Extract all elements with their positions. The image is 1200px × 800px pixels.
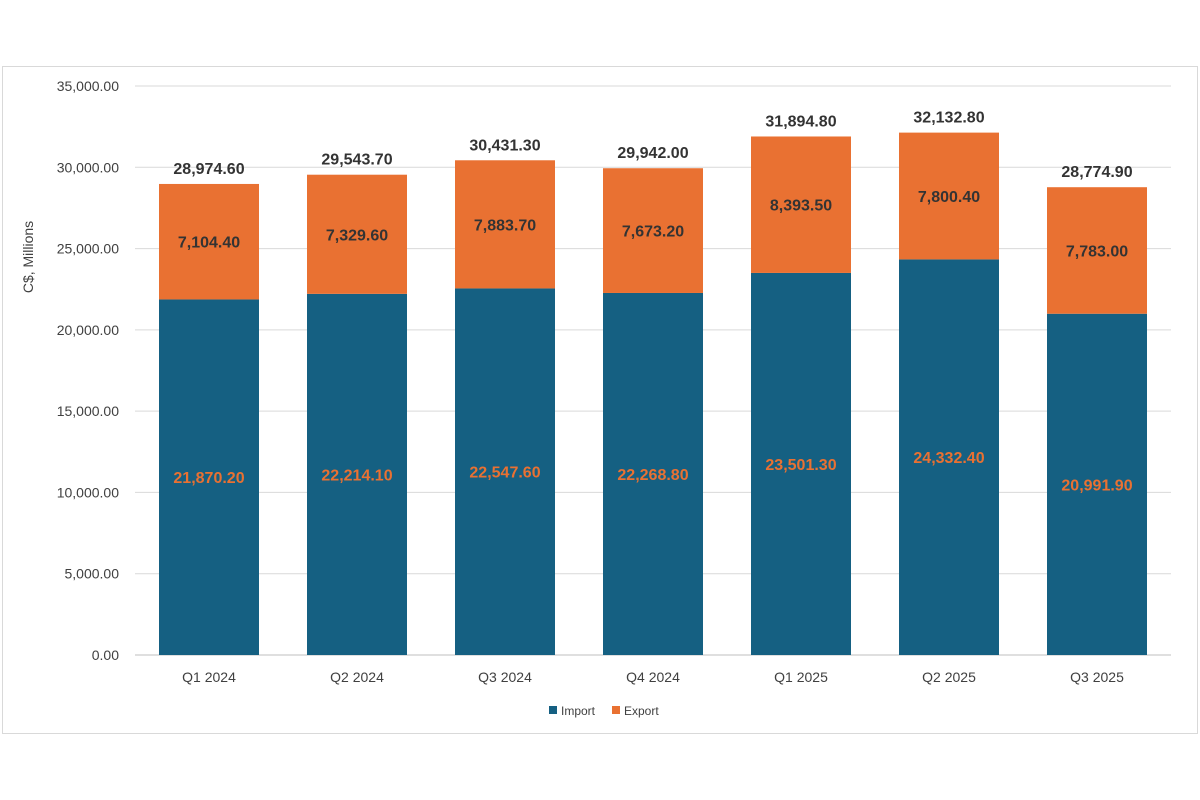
y-tick-label: 0.00 — [92, 647, 119, 663]
data-label-import: 22,268.80 — [617, 467, 688, 484]
data-label-total: 31,894.80 — [765, 113, 836, 130]
legend-swatch-import — [549, 706, 557, 714]
data-label-total: 28,774.90 — [1061, 164, 1132, 181]
data-label-export: 7,783.00 — [1066, 243, 1128, 260]
data-label-import: 20,991.90 — [1061, 477, 1132, 494]
chart-frame: 0.00 5,000.00 10,000.00 15,000.00 20,000.00 2… — [2, 66, 1198, 734]
bar-export-q1-2024 — [159, 183, 259, 300]
data-label-import: 23,501.30 — [765, 457, 836, 474]
y-tick-label: 30,000.00 — [57, 159, 119, 175]
legend: Import Export — [549, 704, 659, 718]
x-category-label: Q3 2025 — [1070, 669, 1124, 685]
y-tick-label: 10,000.00 — [57, 484, 119, 500]
x-category-label: Q4 2024 — [626, 669, 680, 685]
data-label-total: 30,431.30 — [469, 137, 540, 154]
bar-import-q1-2025 — [751, 272, 851, 655]
bar-export-q3-2024 — [455, 160, 555, 289]
y-tick-label: 35,000.00 — [57, 78, 119, 94]
bar-import-q4-2024 — [603, 292, 703, 655]
y-tick-label: 15,000.00 — [57, 403, 119, 419]
data-label-import: 24,332.40 — [913, 450, 984, 467]
data-label-total: 32,132.80 — [913, 110, 984, 127]
bar-export-q4-2024 — [603, 168, 703, 293]
data-label-export: 7,104.40 — [178, 235, 240, 252]
data-label-export: 7,673.20 — [622, 224, 684, 241]
data-label-export: 7,883.70 — [474, 217, 536, 234]
x-category-label: Q3 2024 — [478, 669, 532, 685]
y-tick-label: 20,000.00 — [57, 322, 119, 338]
x-category-label: Q1 2025 — [774, 669, 828, 685]
x-category-label: Q2 2024 — [330, 669, 384, 685]
legend-swatch-export — [612, 706, 620, 714]
bar-import-q3-2025 — [1047, 313, 1147, 655]
bar-import-q3-2024 — [455, 288, 555, 655]
bar-export-q2-2025 — [899, 132, 999, 260]
bar-export-q3-2025 — [1047, 187, 1147, 314]
bar-export-q1-2025 — [751, 136, 851, 273]
data-label-import: 22,214.10 — [321, 467, 392, 484]
data-label-import: 22,547.60 — [469, 465, 540, 482]
data-label-total: 29,543.70 — [321, 152, 392, 169]
x-category-label: Q2 2025 — [922, 669, 976, 685]
data-labels: 21,870.20 7,104.40 28,974.60 22,214.10 7,329… — [173, 110, 1132, 495]
data-label-total: 28,974.60 — [173, 161, 244, 178]
data-label-export: 7,800.40 — [918, 189, 980, 206]
bar-export-q2-2024 — [307, 174, 407, 294]
legend-label-import: Import — [561, 704, 596, 718]
x-category-label: Q1 2024 — [182, 669, 236, 685]
data-label-import: 21,870.20 — [173, 470, 244, 487]
x-axis-categories: Q1 2024 Q2 2024 Q3 2024 Q4 2024 Q1 2025 Q2 20… — [182, 669, 1124, 685]
bar-import-q1-2024 — [159, 299, 259, 655]
y-tick-label: 5,000.00 — [65, 566, 120, 582]
bar-import-q2-2025 — [899, 259, 999, 655]
y-axis-title: C$, Millions — [20, 221, 36, 293]
y-tick-label: 25,000.00 — [57, 241, 119, 257]
legend-label-export: Export — [624, 704, 659, 718]
y-axis-ticks: 0.00 5,000.00 10,000.00 15,000.00 20,000.00 2… — [57, 78, 120, 663]
bar-import-q2-2024 — [307, 293, 407, 655]
data-label-export: 8,393.50 — [770, 198, 832, 215]
data-label-export: 7,329.60 — [326, 227, 388, 244]
data-label-total: 29,942.00 — [617, 145, 688, 162]
bars — [159, 132, 1147, 655]
stacked-bar-chart: 0.00 5,000.00 10,000.00 15,000.00 20,000.00 2… — [20, 78, 1171, 718]
